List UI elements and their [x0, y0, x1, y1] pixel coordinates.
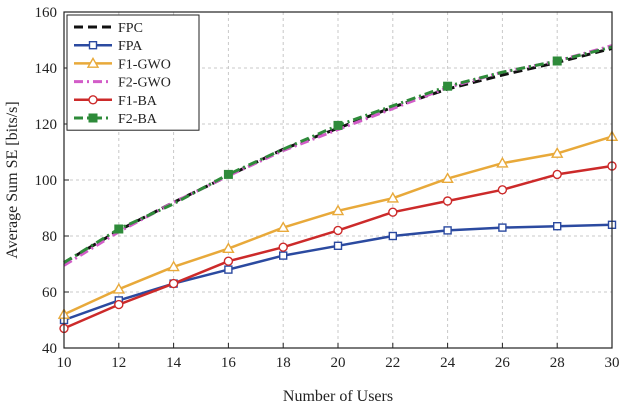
data-point: [553, 221, 562, 231]
data-point: [441, 172, 454, 184]
legend-item: F2-BA: [74, 112, 158, 127]
y-tick-label: 40: [42, 341, 57, 357]
x-tick-label: 18: [276, 355, 291, 371]
y-tick-label: 60: [42, 285, 57, 301]
x-tick-label: 24: [440, 355, 456, 371]
legend-item: F1-BA: [74, 94, 158, 109]
data-point: [167, 260, 180, 272]
data-point: [168, 278, 179, 289]
y-tick-label: 100: [35, 173, 58, 189]
data-point: [388, 207, 398, 217]
data-point: [224, 265, 233, 274]
legend-marker: [88, 113, 98, 123]
y-tick-label: 120: [35, 117, 58, 133]
data-point: [550, 146, 564, 158]
data-point: [443, 226, 452, 235]
series-line: [63, 46, 613, 264]
series-f2-ba: [63, 45, 613, 264]
x-tick-label: 10: [57, 355, 72, 371]
data-point: [443, 81, 453, 91]
y-axis-title: Average Sum SE [bits/s]: [4, 101, 21, 258]
legend-label: F1-BA: [118, 94, 158, 109]
data-point: [498, 223, 507, 232]
legend-box: [66, 14, 200, 131]
legend-label: F2-BA: [118, 112, 158, 127]
data-point: [278, 242, 288, 252]
legend-item: FPC: [74, 21, 143, 36]
legend: FPC FPA F1-GWO F2-GWO F1-BA F2-BA: [66, 14, 200, 131]
data-point: [386, 191, 400, 203]
data-point: [497, 185, 508, 195]
data-point: [442, 196, 453, 206]
series-fpc: [63, 46, 613, 264]
y-tick-label: 160: [35, 5, 58, 21]
data-point: [114, 299, 124, 310]
legend-marker: [88, 41, 98, 50]
x-axis-title: Number of Users: [283, 388, 393, 405]
data-point: [279, 251, 288, 260]
x-tick-label: 14: [166, 355, 182, 371]
legend-item: F2-GWO: [74, 76, 171, 91]
legend-label: F2-GWO: [118, 76, 171, 91]
x-tick-label: 22: [385, 355, 400, 371]
x-tick-label: 26: [495, 355, 511, 371]
data-point: [552, 169, 562, 180]
data-point: [496, 156, 509, 168]
data-point: [276, 221, 290, 233]
data-point: [333, 241, 343, 251]
data-point: [333, 120, 343, 130]
legend-label: FPA: [118, 39, 143, 54]
data-point: [388, 231, 397, 241]
data-point: [114, 224, 124, 234]
y-tick-label: 80: [42, 229, 57, 245]
data-point: [112, 282, 126, 294]
data-point: [223, 256, 234, 266]
x-tick-label: 30: [605, 355, 620, 371]
data-point: [552, 56, 562, 66]
data-point: [222, 242, 235, 254]
data-point: [331, 204, 345, 216]
x-tick-label: 16: [221, 355, 237, 371]
x-tick-label: 20: [331, 355, 346, 371]
data-point: [333, 225, 343, 236]
x-tick-label: 28: [550, 355, 565, 371]
legend-item: FPA: [74, 39, 143, 54]
legend-item: F1-GWO: [74, 56, 171, 72]
x-tick-label: 12: [111, 355, 126, 371]
y-tick-label: 140: [35, 61, 58, 77]
legend-label: F1-GWO: [118, 57, 171, 72]
legend-marker: [86, 56, 100, 68]
data-point: [223, 169, 233, 179]
legend-label: FPC: [118, 21, 143, 36]
legend-marker: [88, 95, 98, 105]
